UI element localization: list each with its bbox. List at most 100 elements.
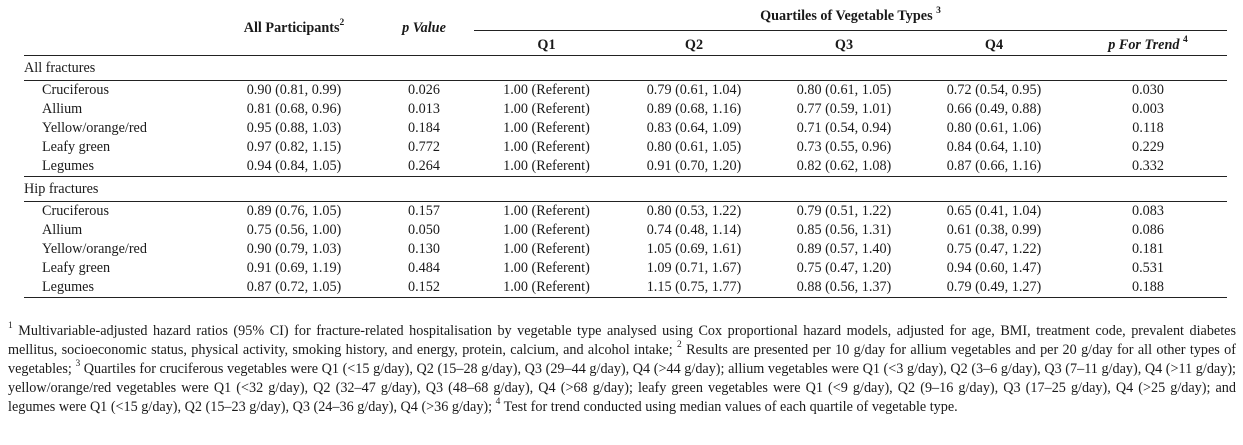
cell-q4: 0.66 (0.49, 0.88) [946, 101, 1042, 117]
cell-q3: 0.82 (0.62, 1.08) [796, 158, 892, 174]
cell-p-for-trend: 0.332 [1132, 158, 1164, 174]
cell-q2: 0.79 (0.61, 1.04) [646, 82, 742, 98]
cell-q3: 0.85 (0.56, 1.31) [796, 222, 892, 238]
table-row: Yellow/orange/red 0.90 (0.79, 1.03) 0.130 1… [24, 240, 1227, 259]
cell-q4: 0.94 (0.60, 1.47) [946, 260, 1042, 276]
group-row: All fractures [24, 56, 1227, 81]
cell-q2: 1.09 (0.71, 1.67) [646, 260, 742, 276]
cell-q4: 0.84 (0.64, 1.10) [946, 139, 1042, 155]
header-blank [24, 2, 214, 31]
cell-p-for-trend: 0.229 [1132, 139, 1164, 155]
header-row-1: All Participants2 p Value Quartiles of V… [24, 2, 1227, 36]
header-quartiles: Quartiles of Vegetable Types 3 [474, 2, 1227, 31]
cell-p-value: 0.152 [408, 279, 440, 295]
vegetable-type: Cruciferous [42, 82, 109, 98]
cell-p-value: 0.484 [408, 260, 440, 276]
vegetable-type: Legumes [42, 158, 95, 174]
vegetable-type: Allium [42, 222, 83, 238]
bottom-rule-cell [24, 297, 1227, 298]
cell-all-participants: 0.91 (0.69, 1.19) [246, 260, 342, 276]
separator-cell [24, 80, 1227, 81]
table-row: Allium 0.75 (0.56, 1.00) 0.050 1.00 (Refere… [24, 221, 1227, 240]
cell-p-for-trend: 0.086 [1132, 222, 1164, 238]
bottom-rule [24, 297, 1227, 298]
header-q1: Q1 [537, 37, 556, 53]
cell-q1: 1.00 (Referent) [503, 279, 590, 295]
table-row: Leafy green 0.97 (0.82, 1.15) 0.772 1.00 (R… [24, 138, 1227, 157]
cell-p-for-trend: 0.083 [1132, 203, 1164, 219]
separator-rule [24, 80, 1227, 81]
header-q3: Q3 [834, 37, 854, 53]
cell-q3: 0.73 (0.55, 0.96) [796, 139, 892, 155]
cell-p-value: 0.013 [408, 101, 440, 117]
cell-q2: 0.91 (0.70, 1.20) [646, 158, 742, 174]
header-all-participants: All Participants2 [243, 18, 345, 36]
cell-q3: 0.80 (0.61, 1.05) [796, 82, 892, 98]
vegetable-type: Cruciferous [42, 203, 109, 219]
header-all-participants-sup: 2 [339, 18, 345, 29]
cell-p-value: 0.157 [408, 203, 440, 219]
vegetable-type: Leafy green [42, 260, 111, 276]
table-row: Leafy green 0.91 (0.69, 1.19) 0.484 1.00 (R… [24, 259, 1227, 278]
cell-all-participants: 0.90 (0.79, 1.03) [246, 241, 342, 257]
cell-all-participants: 0.94 (0.84, 1.05) [246, 158, 342, 174]
cell-q3: 0.89 (0.57, 1.40) [796, 241, 892, 257]
cell-q4: 0.75 (0.47, 1.22) [946, 241, 1042, 257]
table-row: Legumes 0.94 (0.84, 1.05) 0.264 1.00 (Refer… [24, 157, 1227, 177]
group-label: Hip fractures [24, 180, 99, 197]
header-row-2: Q1 Q2 Q3 Q4 p For Trend 4 [24, 31, 1227, 56]
cell-p-for-trend: 0.118 [1132, 120, 1164, 136]
group-row: Hip fractures [24, 177, 1227, 202]
cell-q1: 1.00 (Referent) [503, 82, 590, 98]
cell-q3: 0.79 (0.51, 1.22) [796, 203, 892, 219]
table-footnote: 1 Multivariable-adjusted hazard ratios (… [8, 321, 1237, 415]
cell-all-participants: 0.89 (0.76, 1.05) [246, 203, 342, 219]
separator-cell [24, 176, 1227, 177]
cell-q2: 0.80 (0.61, 1.05) [646, 139, 742, 155]
table-row: Allium 0.81 (0.68, 0.96) 0.013 1.00 (Refere… [24, 100, 1227, 119]
cell-p-for-trend: 0.003 [1132, 101, 1164, 117]
vegetable-type: Legumes [42, 279, 95, 295]
table-row: Cruciferous 0.90 (0.81, 0.99) 0.026 1.00 (R… [24, 81, 1227, 100]
cell-p-for-trend: 0.030 [1132, 82, 1164, 98]
cell-all-participants: 0.81 (0.68, 0.96) [246, 101, 342, 117]
header-q4: Q4 [984, 37, 1004, 53]
separator-rule [24, 201, 1227, 202]
cell-p-value: 0.050 [408, 222, 440, 238]
group-label: All fractures [24, 59, 96, 76]
cell-p-value: 0.184 [408, 120, 440, 136]
cell-q1: 1.00 (Referent) [503, 120, 590, 136]
table-body: All fractures Cruciferous 0.90 (0.81, 0.99… [24, 55, 1227, 298]
cell-q4: 0.72 (0.54, 0.95) [946, 82, 1042, 98]
cell-p-value: 0.026 [408, 82, 440, 98]
cell-p-for-trend: 0.181 [1132, 241, 1164, 257]
cell-q4: 0.79 (0.49, 1.27) [946, 279, 1042, 295]
table-row: Legumes 0.87 (0.72, 1.05) 0.152 1.00 (Refer… [24, 278, 1227, 298]
cell-q3: 0.75 (0.47, 1.20) [796, 260, 892, 276]
header-p-for-trend-sup: 4 [1183, 35, 1188, 46]
cell-q2: 0.74 (0.48, 1.14) [646, 222, 742, 238]
cell-all-participants: 0.90 (0.81, 0.99) [246, 82, 342, 98]
header-p-for-trend: p For Trend 4 [1108, 35, 1188, 53]
cell-q2: 1.15 (0.75, 1.77) [646, 279, 742, 295]
table-row: Yellow/orange/red 0.95 (0.88, 1.03) 0.184 1… [24, 119, 1227, 138]
cell-p-value: 0.264 [408, 158, 440, 174]
cell-q2: 0.89 (0.68, 1.16) [646, 101, 742, 117]
separator-cell [24, 55, 1227, 56]
vegetable-type: Yellow/orange/red [42, 120, 147, 136]
cell-q1: 1.00 (Referent) [503, 241, 590, 257]
cell-q4: 0.87 (0.66, 1.16) [946, 158, 1042, 174]
cell-p-value: 0.130 [408, 241, 440, 257]
cell-p-for-trend: 0.188 [1132, 279, 1164, 295]
cell-q1: 1.00 (Referent) [503, 139, 590, 155]
cell-q1: 1.00 (Referent) [503, 101, 590, 117]
header-blank-2 [24, 31, 214, 56]
cell-q4: 0.65 (0.41, 1.04) [946, 203, 1042, 219]
cell-q1: 1.00 (Referent) [503, 203, 590, 219]
vegetable-type: Yellow/orange/red [42, 241, 147, 257]
cell-p-value: 0.772 [408, 139, 440, 155]
cell-q3: 0.77 (0.59, 1.01) [796, 101, 892, 117]
header-q2: Q2 [684, 37, 704, 53]
cell-q3: 0.88 (0.56, 1.37) [796, 279, 892, 295]
cell-q4: 0.61 (0.38, 0.99) [946, 222, 1042, 238]
